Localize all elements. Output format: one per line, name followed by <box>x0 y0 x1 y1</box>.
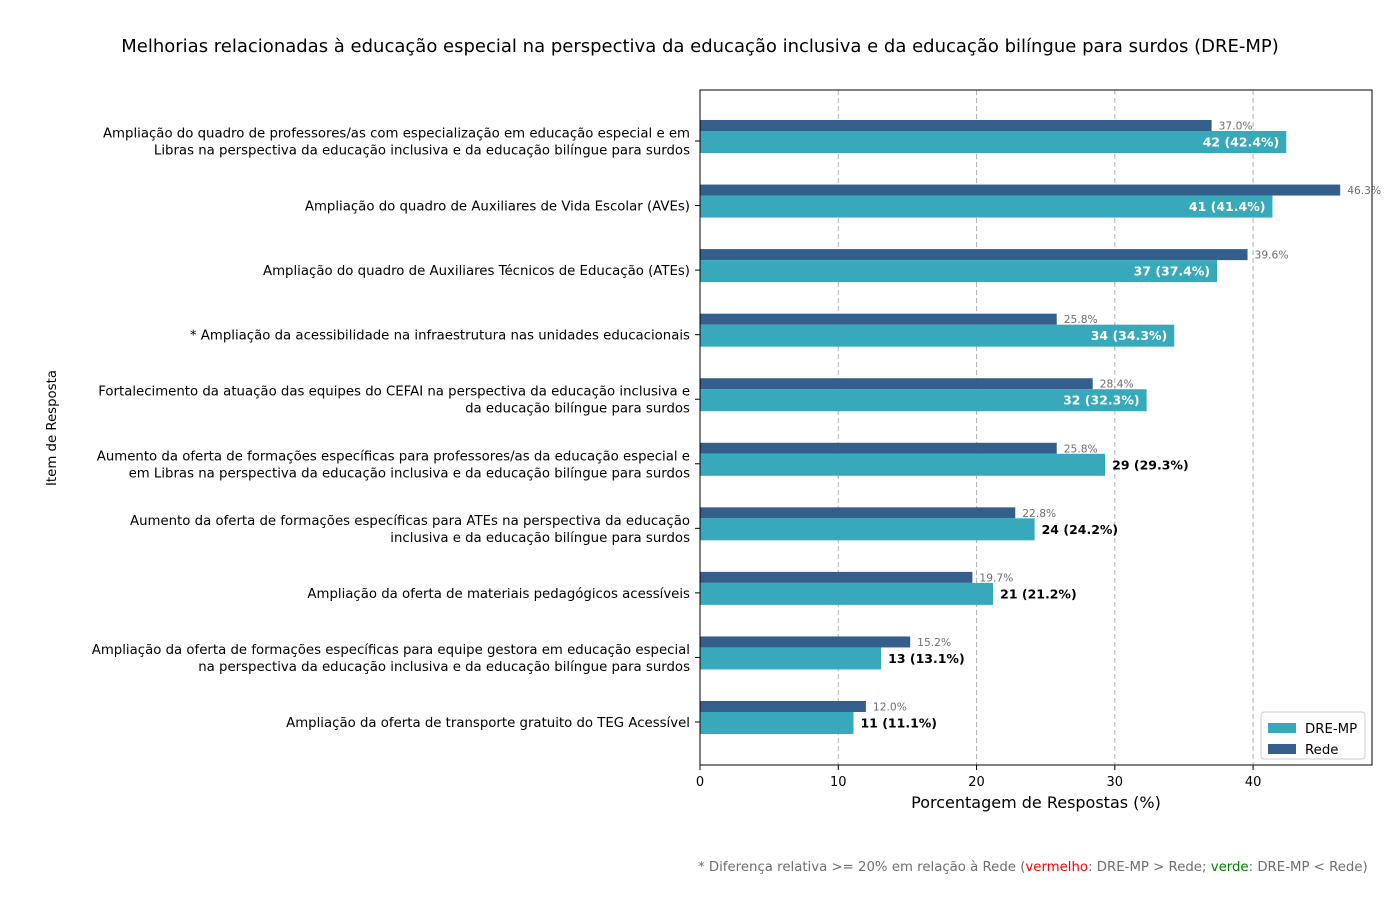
bars <box>700 120 1341 734</box>
dre-mp-value-label: 42 (42.4%) <box>1203 135 1280 150</box>
category-label: Ampliação da oferta de transporte gratui… <box>286 715 690 731</box>
x-tick-label: 40 <box>1245 775 1262 790</box>
bar-dre-mp <box>700 389 1147 412</box>
category-label: Ampliação do quadro de Auxiliares de Vid… <box>305 200 690 215</box>
y-axis-label: Item de Resposta <box>45 370 60 486</box>
rede-value-label: 22.8% <box>1022 507 1056 520</box>
category-label: inclusiva e da educação bilíngue para su… <box>390 530 690 546</box>
bar-rede <box>700 378 1093 390</box>
bar-rede <box>700 120 1212 131</box>
category-label: Libras na perspectiva da educação inclus… <box>154 143 690 159</box>
category-label: Aumento da oferta de formações específic… <box>130 513 690 529</box>
footnote-part: : DRE-MP < Rede) <box>1249 860 1368 875</box>
category-label: Aumento da oferta de formações específic… <box>97 448 690 464</box>
x-axis-label: Porcentagem de Respostas (%) <box>911 793 1161 812</box>
bar-rede <box>700 507 1016 519</box>
rede-value-label: 37.0% <box>1219 120 1253 133</box>
footnote-part: verde <box>1211 860 1249 875</box>
category-label: * Ampliação da acessibilidade na infraes… <box>190 329 690 344</box>
dre-mp-value-label: 29 (29.3%) <box>1112 457 1189 472</box>
bar-rede <box>700 249 1248 261</box>
footnote-part: vermelho <box>1025 860 1088 875</box>
x-tick-label: 0 <box>696 775 704 790</box>
category-label: Ampliação da oferta de materiais pedagóg… <box>307 586 690 602</box>
bar-rede <box>700 701 866 712</box>
rede-value-label: 25.8% <box>1064 442 1098 455</box>
rede-value-label: 15.2% <box>917 636 951 649</box>
category-label: Fortalecimento da atuação das equipes do… <box>98 385 690 400</box>
rede-value-label: 19.7% <box>979 571 1013 584</box>
plot-frame <box>699 89 1373 766</box>
footnote-part: * Diferença relativa >= 20% em relação à… <box>698 859 1025 875</box>
legend: DRE-MP Rede <box>1260 711 1366 760</box>
dre-mp-value-label: 21 (21.2%) <box>1000 586 1077 601</box>
bar-dre-mp <box>700 647 882 670</box>
dre-mp-value-label: 34 (34.3%) <box>1091 328 1168 343</box>
bar-dre-mp <box>700 712 854 734</box>
rede-value-label: 46.3% <box>1347 184 1381 197</box>
category-label: da educação bilíngue para surdos <box>465 401 690 417</box>
dre-mp-value-label: 24 (24.2%) <box>1042 522 1119 537</box>
rede-value-label: 25.8% <box>1064 313 1098 326</box>
legend-swatch <box>1268 744 1296 754</box>
bar-dre-mp <box>700 582 994 605</box>
dre-mp-value-label: 37 (37.4%) <box>1134 264 1211 279</box>
x-axis: 0 10 20 30 40 <box>696 765 1262 790</box>
bar-dre-mp <box>700 260 1218 283</box>
rede-value-label: 39.6% <box>1255 249 1289 262</box>
x-tick-label: 30 <box>1107 775 1124 790</box>
bar-rede <box>700 184 1341 196</box>
category-label: Ampliação do quadro de professores/as co… <box>103 127 690 142</box>
category-label: em Libras na perspectiva da educação inc… <box>129 465 691 481</box>
dre-mp-value-label: 41 (41.4%) <box>1189 199 1266 214</box>
legend-entry: DRE-MP <box>1305 722 1357 737</box>
dre-mp-value-label: 11 (11.1%) <box>860 716 937 731</box>
bar-dre-mp <box>700 453 1106 476</box>
bar-rede <box>700 571 973 583</box>
footnote-part: : DRE-MP > Rede; <box>1088 860 1211 875</box>
bar-dre-mp <box>700 518 1035 541</box>
rede-value-label: 12.0% <box>873 701 907 714</box>
category-label: Ampliação do quadro de Auxiliares Técnic… <box>263 263 690 279</box>
bar-dre-mp <box>700 195 1273 218</box>
y-axis: Ampliação do quadro de professores/as co… <box>92 127 700 731</box>
category-label: na perspectiva da educação inclusiva e d… <box>198 659 690 675</box>
footnote: * Diferença relativa >= 20% em relação à… <box>698 859 1368 875</box>
x-tick-label: 20 <box>968 775 985 790</box>
bar-dre-mp <box>700 324 1175 347</box>
chart-title: Melhorias relacionadas à educação especi… <box>121 36 1279 57</box>
bar-rede <box>700 313 1057 325</box>
bar-rede <box>700 636 911 648</box>
bar-labels: 37.0% 42 (42.4%) 46.3% 41 (41.4%) 39.6% 37 (3… <box>860 120 1381 731</box>
category-label: Ampliação da oferta de formações específ… <box>92 642 690 658</box>
rede-value-label: 28.4% <box>1100 378 1134 391</box>
legend-swatch <box>1268 723 1296 733</box>
dre-mp-value-label: 13 (13.1%) <box>888 651 965 666</box>
dre-mp-value-label: 32 (32.3%) <box>1063 393 1140 408</box>
bar-rede <box>700 442 1057 454</box>
x-tick-label: 10 <box>830 775 847 790</box>
bar-dre-mp <box>700 131 1287 153</box>
legend-entry: Rede <box>1305 743 1338 758</box>
